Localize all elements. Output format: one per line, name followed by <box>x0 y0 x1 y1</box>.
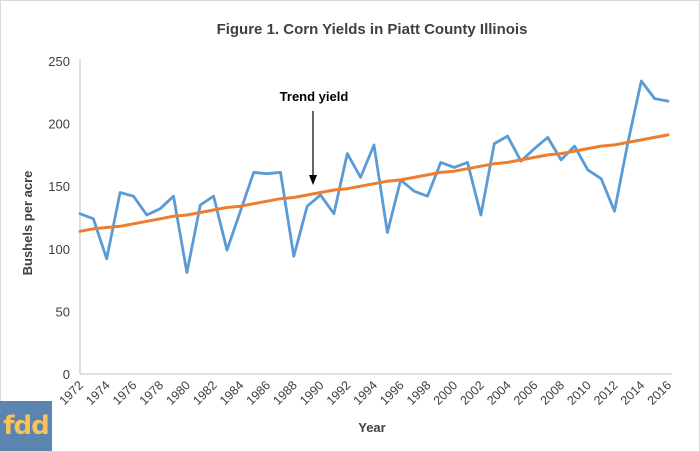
y-tick-label: 100 <box>48 242 70 257</box>
y-tick-label: 50 <box>56 304 70 319</box>
tick-labels: 0501001502002501972197419761978198019821… <box>48 54 674 408</box>
x-tick-label: 2008 <box>538 378 568 408</box>
x-tick-label: 2002 <box>457 378 487 408</box>
y-tick-label: 150 <box>48 179 70 194</box>
x-tick-label: 1984 <box>217 378 247 408</box>
x-axis-label: Year <box>358 420 385 435</box>
x-tick-label: 1994 <box>351 378 381 408</box>
annotation-arrowhead <box>309 175 317 185</box>
axes <box>79 59 672 375</box>
x-tick-label: 2012 <box>591 378 621 408</box>
x-tick-label: 1996 <box>377 378 407 408</box>
y-axis-label: Bushels per acre <box>20 171 35 276</box>
annotation-label: Trend yield <box>280 89 349 104</box>
x-tick-label: 1998 <box>404 378 434 408</box>
x-tick-label: 2014 <box>618 378 648 408</box>
actual-yield-line <box>78 79 670 275</box>
x-tick-label: 1980 <box>163 378 193 408</box>
chart-title: Figure 1. Corn Yields in Piatt County Il… <box>217 21 528 38</box>
x-tick-label: 2004 <box>484 378 514 408</box>
x-tick-label: 1992 <box>324 378 354 408</box>
x-tick-label: 1972 <box>57 378 87 408</box>
y-tick-label: 0 <box>63 367 70 382</box>
x-tick-label: 1986 <box>244 378 274 408</box>
x-tick-label: 1978 <box>137 378 167 408</box>
x-tick-label: 2006 <box>511 378 541 408</box>
x-tick-label: 2000 <box>431 378 461 408</box>
trend-annotation: Trend yield <box>280 89 349 185</box>
x-tick-label: 2010 <box>564 378 594 408</box>
x-tick-label: 2016 <box>645 378 675 408</box>
fdd-logo: fdd <box>0 401 52 451</box>
x-tick-label: 1988 <box>270 378 300 408</box>
x-tick-label: 1982 <box>190 378 220 408</box>
series-lines <box>78 79 670 275</box>
y-tick-label: 200 <box>48 117 70 132</box>
trend-yield-line <box>78 133 670 233</box>
x-tick-label: 1976 <box>110 378 140 408</box>
x-tick-label: 1974 <box>83 378 113 408</box>
y-tick-label: 250 <box>48 54 70 69</box>
x-tick-label: 1990 <box>297 378 327 408</box>
